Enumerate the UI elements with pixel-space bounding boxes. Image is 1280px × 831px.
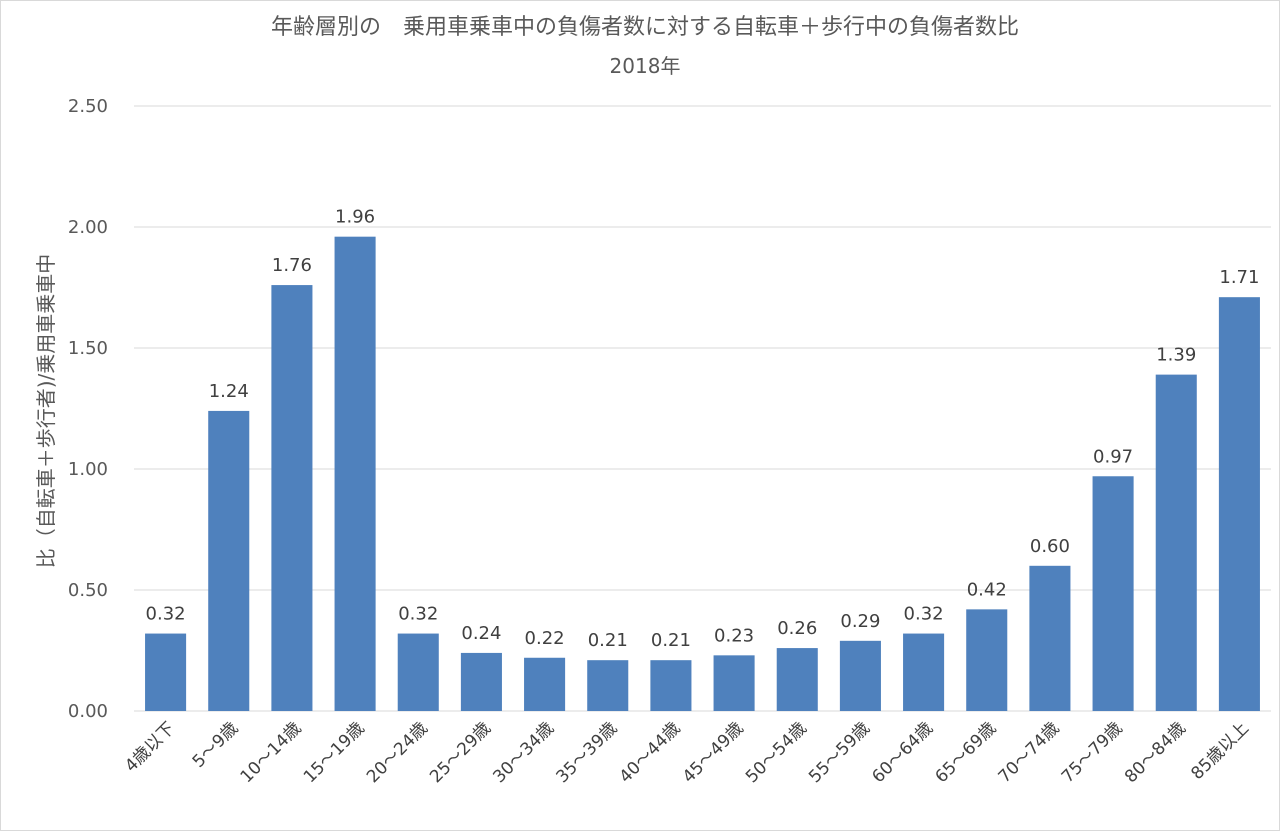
x-tick-label: 80～84歳 [1121,718,1190,787]
x-tick-label: 85歳以上 [1187,718,1253,784]
y-axis-ticks: 0.00 0.50 1.00 1.50 2.00 2.50 [68,96,108,722]
data-label: 0.21 [651,630,691,651]
bar [271,285,313,711]
data-label: 1.39 [1156,345,1196,366]
bars [145,236,1260,711]
x-tick-label: 30～34歳 [489,718,558,787]
data-label: 1.76 [272,255,312,276]
bar [587,660,629,711]
x-tick-label: 75～79歳 [1058,718,1127,787]
data-label: 1.96 [335,207,375,228]
bar [713,655,755,711]
bar [334,236,376,711]
bar [208,410,250,711]
x-tick-label: 45～49歳 [679,718,748,787]
data-label: 0.22 [525,628,565,649]
data-label: 0.21 [588,630,628,651]
bar [524,657,566,711]
data-label: 1.24 [209,381,249,402]
x-tick-label: 40～44歳 [616,718,685,787]
bar [966,609,1008,711]
y-tick-label: 0.50 [68,580,108,601]
chart-title: 年齢層別の 乗用車乗車中の負傷者数に対する自転車＋歩行中の負傷者数比 [271,15,1019,40]
bar [650,660,692,711]
data-label: 0.24 [461,623,501,644]
bar [460,652,502,711]
bar [1029,565,1071,711]
y-tick-label: 1.00 [68,459,108,480]
bar [1218,297,1260,711]
y-tick-label: 1.50 [68,338,108,359]
x-axis-ticks: 4歳以下 5～9歳10～14歳15～19歳20～24歳25～29歳30～34歳35… [121,718,1253,787]
bar [903,633,945,711]
chart-subtitle: 2018年 [610,54,681,78]
data-label: 0.42 [967,579,1007,600]
data-label: 0.60 [1030,536,1070,557]
data-label: 0.23 [714,625,754,646]
x-tick-label: 70～74歳 [995,718,1064,787]
x-tick-label: 55～59歳 [805,718,874,787]
data-label: 0.29 [840,611,880,632]
gridlines [134,105,1271,712]
data-labels: 0.32 1.24 1.76 1.96 0.32 0.24 0.22 0.21 0.21 0.23… [146,207,1260,652]
bar [776,648,818,711]
x-tick-label: 15～19歳 [300,718,369,787]
x-tick-label: 25～29歳 [426,718,495,787]
x-tick-label: 60～64歳 [868,718,937,787]
data-label: 0.26 [777,618,817,639]
data-label: 0.97 [1093,446,1133,467]
bar [1092,476,1134,711]
x-tick-label: 65～69歳 [932,718,1001,787]
y-tick-label: 2.00 [68,217,108,238]
x-tick-label: 35～39歳 [553,718,622,787]
x-tick-label: 5～9歳 [189,718,242,771]
bar [397,633,439,711]
x-tick-label: 20～24歳 [363,718,432,787]
x-tick-label: 50～54歳 [742,718,811,787]
data-label: 1.71 [1219,267,1259,288]
x-tick-label: 4歳以下 [121,718,179,776]
x-tick-label: 10～14歳 [237,718,306,787]
data-label: 0.32 [398,604,438,625]
bar [1155,374,1197,711]
y-tick-label: 0.00 [68,701,108,722]
bar [839,640,881,711]
y-tick-label: 2.50 [68,96,108,117]
bar [145,633,187,711]
data-label: 0.32 [146,604,186,625]
data-label: 0.32 [904,604,944,625]
y-axis-label: 比（自転車＋歩行者)/乗用車乗車中 [34,254,58,569]
